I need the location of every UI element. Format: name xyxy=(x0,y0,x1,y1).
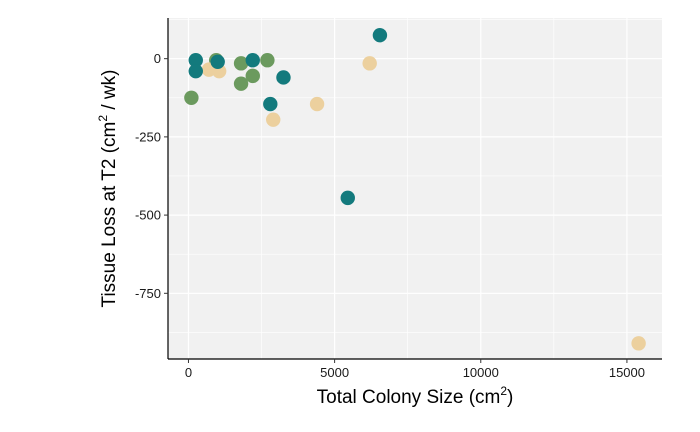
data-point xyxy=(233,56,249,71)
data-point xyxy=(340,190,355,206)
minor-gridlines xyxy=(168,18,662,359)
x-tick-label: 0 xyxy=(185,365,192,380)
x-tick-label: 10000 xyxy=(463,365,499,380)
data-point xyxy=(631,336,646,351)
x-axis-ticks: 0 5000 10000 15000 xyxy=(185,359,645,380)
data-point xyxy=(309,96,325,112)
x-tick-label: 15000 xyxy=(609,365,645,380)
y-tick-label: -750 xyxy=(135,286,161,301)
y-axis-ticks: 0 -250 -500 -750 xyxy=(135,51,168,301)
data-points xyxy=(184,28,646,351)
x-axis-title: Total Colony Size (cm2) xyxy=(317,384,514,408)
data-point xyxy=(184,90,199,105)
data-point xyxy=(263,96,278,112)
data-point xyxy=(362,56,377,71)
data-point xyxy=(276,70,291,85)
data-point xyxy=(245,53,260,68)
data-point xyxy=(372,28,388,43)
major-gridlines xyxy=(168,18,662,359)
data-point xyxy=(210,54,225,69)
x-tick-label: 5000 xyxy=(320,365,349,380)
data-point xyxy=(266,112,281,127)
data-point xyxy=(260,53,275,68)
data-point xyxy=(188,63,203,79)
y-tick-label: -500 xyxy=(135,208,161,223)
y-tick-label: -250 xyxy=(135,129,161,144)
data-point xyxy=(245,68,260,84)
y-axis-title: Tissue Loss at T2 (cm2 / wk) xyxy=(96,70,120,308)
y-tick-label: 0 xyxy=(154,51,161,66)
data-point xyxy=(188,53,203,68)
data-point xyxy=(233,76,249,91)
